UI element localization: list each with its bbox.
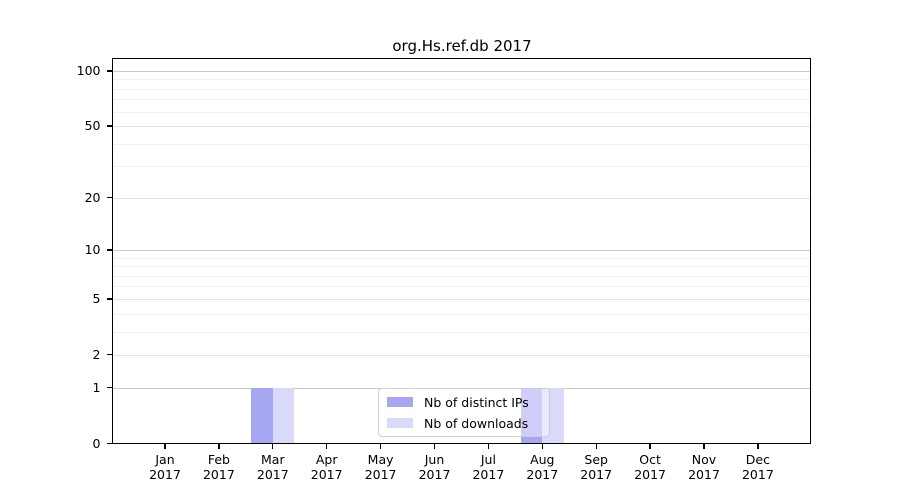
x-tick-mark xyxy=(703,443,705,449)
x-tick-label: Jan 2017 xyxy=(149,451,181,483)
x-tick-label: May 2017 xyxy=(364,451,397,483)
legend: Nb of distinct IPs Nb of downloads xyxy=(378,388,550,437)
x-tick-label: Apr 2017 xyxy=(310,451,343,483)
gridline-5 xyxy=(112,298,811,300)
x-tick-label: Mar 2017 xyxy=(256,451,289,483)
gridline-minor xyxy=(112,275,811,277)
legend-swatch-downloads xyxy=(387,418,413,428)
y-tick-label: 1 xyxy=(92,379,101,395)
x-tick-label: Nov 2017 xyxy=(688,451,720,483)
legend-label-distinct-ips: Nb of distinct IPs xyxy=(424,394,529,410)
y-tick-mark xyxy=(106,125,112,127)
x-tick-mark xyxy=(433,443,436,449)
x-tick-mark xyxy=(487,443,490,449)
bar-distinct-ips-mar xyxy=(251,387,273,444)
legend-item-distinct-ips: Nb of distinct IPs xyxy=(387,393,541,411)
gridline-minor xyxy=(112,257,811,259)
gridline-2 xyxy=(112,354,811,356)
gridline-minor xyxy=(112,331,811,333)
gridline-minor xyxy=(112,99,811,101)
gridline-minor xyxy=(112,88,811,90)
y-tick-mark xyxy=(106,196,112,199)
gridline-minor xyxy=(112,79,811,81)
x-tick-mark xyxy=(272,443,274,449)
bar-downloads-mar xyxy=(272,387,295,444)
x-tick-label: Sep 2017 xyxy=(580,451,613,483)
y-tick-mark xyxy=(106,70,112,72)
gridline-10 xyxy=(112,249,811,251)
y-tick-label: 2 xyxy=(92,346,101,362)
x-tick-label: Feb 2017 xyxy=(202,451,235,483)
legend-swatch-distinct-ips xyxy=(387,397,413,407)
y-tick-label: 50 xyxy=(84,118,101,134)
x-tick-mark xyxy=(379,443,382,449)
legend-item-downloads: Nb of downloads xyxy=(387,414,541,432)
gridline-minor xyxy=(112,111,811,113)
gridline-minor xyxy=(112,166,811,168)
y-tick-label: 20 xyxy=(84,189,101,205)
y-tick-mark xyxy=(106,442,112,445)
x-tick-label: Dec 2017 xyxy=(741,451,774,483)
x-tick-mark xyxy=(595,443,597,449)
x-tick-label: Aug 2017 xyxy=(526,451,559,483)
x-tick-mark xyxy=(757,443,759,449)
y-tick-label: 100 xyxy=(76,62,101,78)
gridline-20 xyxy=(112,197,811,199)
y-tick-mark xyxy=(106,249,112,251)
bar-distinct-ips-aug xyxy=(520,387,543,444)
y-tick-mark xyxy=(106,298,112,300)
gridline-minor xyxy=(112,286,811,288)
bar-downloads-aug xyxy=(542,387,564,444)
y-tick-label: 5 xyxy=(92,290,101,306)
x-tick-mark xyxy=(541,443,543,449)
y-tick-mark xyxy=(106,354,112,356)
x-tick-mark xyxy=(218,443,220,449)
x-tick-mark xyxy=(164,443,166,449)
x-tick-mark xyxy=(649,443,651,449)
gridline-minor xyxy=(112,266,811,268)
x-tick-label: Jul 2017 xyxy=(472,451,505,483)
x-tick-label: Jun 2017 xyxy=(418,451,451,483)
y-tick-label: 10 xyxy=(84,241,101,257)
y-tick-mark xyxy=(106,386,112,389)
gridline-minor xyxy=(112,313,811,315)
chart-title: org.Hs.ref.db 2017 xyxy=(392,37,532,55)
x-tick-mark xyxy=(326,443,328,449)
gridline-minor xyxy=(112,143,811,145)
legend-label-downloads: Nb of downloads xyxy=(424,415,529,431)
x-tick-label: Oct 2017 xyxy=(634,451,666,483)
gridline-100 xyxy=(112,70,811,72)
y-tick-label: 0 xyxy=(92,435,101,451)
plot-area xyxy=(112,58,811,444)
gridline-50 xyxy=(112,126,811,128)
